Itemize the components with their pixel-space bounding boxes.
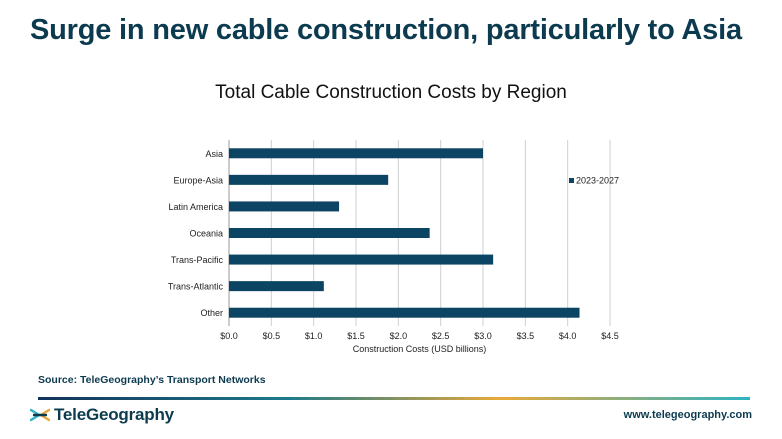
category-label: Asia xyxy=(205,149,223,159)
x-tick-label: $0.0 xyxy=(220,331,238,341)
x-tick-label: $0.5 xyxy=(263,331,281,341)
bar-chart: Asia Europe-Asia Latin America Oceania Trans… xyxy=(168,140,619,354)
website-url[interactable]: www.telegeography.com xyxy=(623,409,752,421)
category-label: Trans-Atlantic xyxy=(168,282,224,292)
bar-oceania xyxy=(229,228,430,238)
x-tick-label: $3.5 xyxy=(517,331,535,341)
x-axis-label: Construction Costs (USD billions) xyxy=(353,344,487,354)
category-label: Oceania xyxy=(189,229,223,239)
category-label: Latin America xyxy=(168,202,223,212)
x-tick-label: $3.0 xyxy=(474,331,492,341)
brand-name: TeleGeography xyxy=(54,405,174,424)
category-label: Europe-Asia xyxy=(173,175,223,185)
bar-latin-america xyxy=(229,201,340,212)
chart-title: Total Cable Construction Costs by Region xyxy=(215,82,567,103)
source-note: Source: TeleGeography’s Transport Networ… xyxy=(38,374,266,386)
telegeography-logo-icon xyxy=(30,408,50,422)
bar-other xyxy=(229,307,580,318)
x-tick-label: $4.0 xyxy=(559,331,577,341)
category-label: Other xyxy=(200,308,223,318)
footer-divider xyxy=(38,397,750,400)
bar-trans-pacific xyxy=(229,254,494,265)
brand-logo: TeleGeography xyxy=(30,404,174,426)
page-headline: Surge in new cable construction, particu… xyxy=(30,14,742,46)
category-label: Trans-Pacific xyxy=(171,255,224,265)
x-tick-label: $4.5 xyxy=(601,331,619,341)
bar-asia xyxy=(229,148,483,159)
x-tick-label: $1.0 xyxy=(305,331,323,341)
legend-label: 2023-2027 xyxy=(576,176,619,186)
x-tick-label: $2.5 xyxy=(432,331,450,341)
x-tick-label: $2.0 xyxy=(390,331,408,341)
bar-trans-atlantic xyxy=(229,281,324,292)
x-tick-label: $1.5 xyxy=(347,331,365,341)
bar-europe-asia xyxy=(229,174,389,185)
legend-swatch xyxy=(569,178,574,183)
